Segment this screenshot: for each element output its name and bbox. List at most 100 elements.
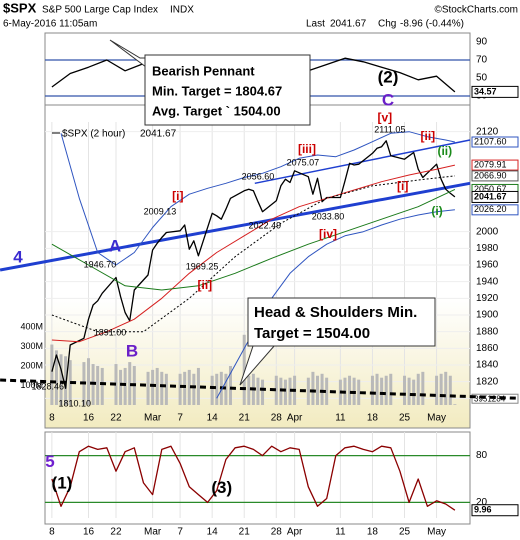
annotation: [v]: [377, 111, 392, 125]
x-tick-label: Mar: [144, 527, 162, 538]
volume-tick-label: 200M: [20, 360, 43, 370]
volume-bar: [421, 371, 425, 405]
x-tick-label: 22: [110, 413, 122, 424]
volume-bar: [389, 373, 393, 405]
volume-bar: [215, 373, 219, 405]
volume-bar: [247, 375, 251, 405]
overlay-line: [51, 164, 456, 343]
last-value: 2041.67: [330, 19, 367, 30]
volume-bar: [146, 371, 150, 405]
callout-text: Avg. Target ` 1504.00: [152, 103, 281, 118]
oscillator-panel: [44, 431, 471, 525]
annotation: 2009.13: [144, 206, 177, 216]
annotation: [ii]: [197, 278, 212, 292]
x-tick-label: 28: [271, 527, 283, 538]
callout-box: [247, 297, 436, 347]
volume-bar: [380, 377, 384, 405]
volume-bar: [315, 375, 319, 405]
last-label: Last: [306, 19, 325, 30]
volume-bar: [439, 373, 443, 405]
pennant-callout: Bearish Pennant Min. Target = 1804.67 Av…: [109, 39, 311, 126]
x-tick-label: 18: [367, 413, 379, 424]
callout-text: Target = 1504.00: [254, 325, 370, 342]
volume-bar: [320, 373, 324, 405]
exchange: INDX: [170, 5, 194, 16]
x-tick-label: 8: [49, 413, 55, 424]
volume-bar: [357, 379, 361, 405]
last-label: 2026.20: [474, 204, 507, 214]
chg-value: -8.96 (-0.44%): [400, 19, 464, 30]
last-box: [471, 504, 519, 517]
x-tick-label: 11: [335, 413, 346, 424]
x-tick-label: 14: [207, 413, 219, 424]
last-box: [471, 85, 519, 98]
volume-bar: [256, 377, 260, 405]
last-value-label: 9.96: [474, 505, 492, 515]
callout-text: Min. Target = 1804.67: [152, 83, 282, 98]
volume-bar: [261, 379, 265, 405]
overlay-line: [51, 188, 456, 291]
y-tick-label: 20: [476, 497, 488, 508]
x-tick-label: 14: [207, 527, 219, 538]
last-value-label: 2041.67: [474, 191, 507, 201]
volume-tick-label: 400M: [20, 321, 43, 331]
annotation: 2033.80: [312, 211, 345, 221]
volume-last-label: 3951284: [474, 394, 506, 403]
overlay-line: [60, 131, 456, 266]
volume-bar: [64, 356, 68, 405]
volume-bar: [160, 371, 164, 405]
x-tick-label: 16: [83, 527, 95, 538]
annotation: 2022.49: [249, 220, 282, 230]
last-label: 2066.90: [474, 170, 507, 180]
series-line: [51, 445, 456, 511]
annotation: [iii]: [298, 142, 316, 156]
annotation: [i]: [397, 179, 408, 193]
date: 6-May-2016 11:05am: [3, 19, 97, 30]
y-tick-label: 1920: [476, 293, 499, 304]
annotation: [i]: [172, 189, 183, 203]
annotation: 1828.46: [31, 381, 64, 391]
volume-bar: [178, 373, 182, 405]
volume-bar: [123, 367, 127, 405]
y-tick-label: 2120: [476, 126, 499, 137]
volume-bar: [128, 362, 132, 405]
annotation: 5: [45, 452, 54, 471]
y-tick-label: 1820: [476, 376, 499, 387]
x-tick-label: 21: [239, 413, 251, 424]
series-line: [51, 140, 456, 389]
annotation: (3): [211, 478, 232, 497]
overlay-line: [51, 175, 455, 333]
volume-bar: [435, 375, 439, 405]
volume-bar: [119, 369, 123, 405]
volume-bar: [50, 344, 54, 405]
annotation: 4: [13, 247, 23, 266]
index-name: S&P 500 Large Cap Index: [42, 5, 158, 16]
legend-value: 2041.67: [140, 129, 177, 140]
volume-bar: [164, 373, 168, 405]
trend-line: [0, 181, 471, 272]
volume-bar: [370, 375, 374, 405]
volume-bar: [375, 373, 379, 405]
y-tick-label: 50: [476, 73, 488, 84]
x-tick-label: 7: [177, 527, 183, 538]
volume-bar: [242, 334, 246, 405]
annotation: (i): [431, 204, 442, 218]
y-tick-label: 1880: [476, 326, 499, 337]
volume-bar: [196, 367, 200, 405]
legend-text: $SPX (2 hour): [62, 129, 125, 140]
volume-bar: [325, 377, 329, 405]
credit: ©StockCharts.com: [434, 5, 518, 16]
annotation: 1946.70: [84, 259, 117, 269]
volume-bar: [210, 375, 214, 405]
volume-bar: [187, 369, 191, 405]
volume-bar: [448, 375, 452, 405]
annotation: (1): [52, 473, 73, 492]
x-tick-label: May: [427, 413, 446, 424]
annotation: (2): [378, 67, 399, 86]
callout-text: Bearish Pennant: [152, 63, 255, 78]
last-value-label: 34.57: [474, 86, 497, 96]
annotation: C: [382, 91, 394, 110]
x-tick-label: 11: [335, 527, 346, 538]
